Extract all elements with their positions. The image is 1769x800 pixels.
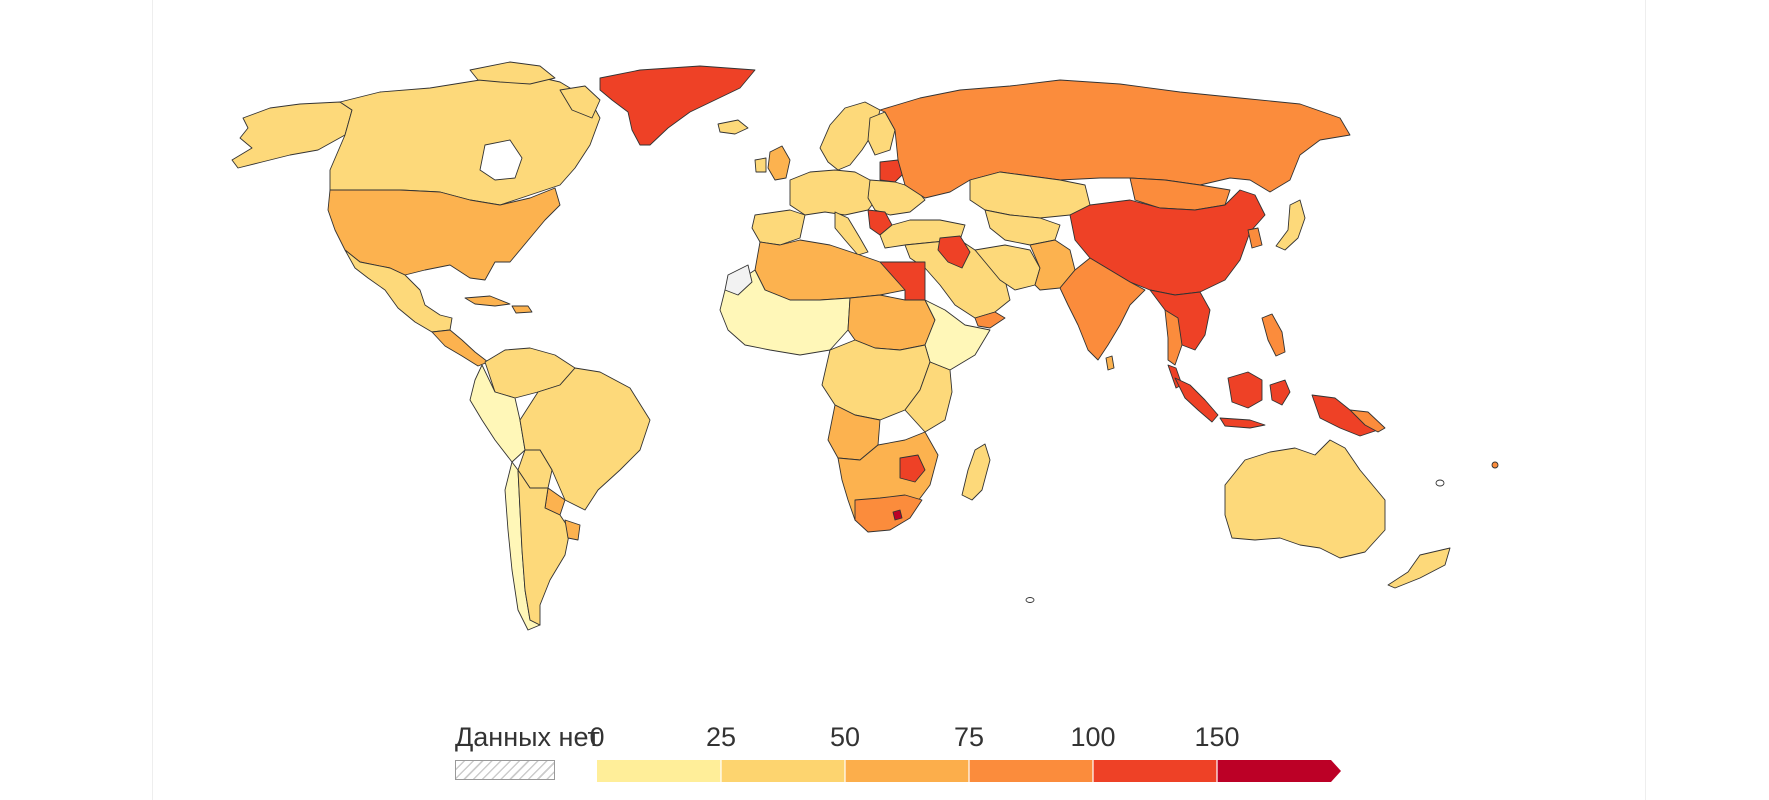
region-ethiopia-horn[interactable] — [924, 299, 991, 371]
greenland-group — [599, 65, 756, 146]
indonesia-oceania — [1174, 371, 1451, 589]
region-sumatra[interactable] — [1174, 377, 1219, 423]
russia-asia — [879, 79, 1351, 389]
region-western-sahara — [724, 264, 753, 296]
region-iberia[interactable] — [751, 209, 806, 246]
region-madagascar[interactable] — [961, 443, 991, 501]
region-thailand[interactable] — [1164, 309, 1183, 366]
legend-tick-0: 0 — [589, 722, 605, 752]
region-borneo[interactable] — [1227, 371, 1263, 409]
small-islands — [1025, 461, 1499, 603]
legend-bin-3 — [969, 760, 1093, 782]
region-mexico[interactable] — [344, 249, 453, 333]
region-italy[interactable] — [834, 211, 869, 256]
legend-bin-0 — [597, 760, 721, 782]
region-sulawesi[interactable] — [1269, 379, 1291, 406]
legend-tick-25: 25 — [705, 722, 737, 752]
region-hudson-bay — [479, 139, 523, 181]
region-arctic-islands[interactable] — [469, 61, 556, 85]
region-south-africa[interactable] — [854, 494, 923, 533]
south-america — [469, 347, 651, 631]
region-lesotho[interactable] — [892, 509, 903, 521]
legend-bin-1 — [721, 760, 845, 782]
region-central-america[interactable] — [431, 329, 489, 367]
region-philippines[interactable] — [1261, 313, 1286, 357]
region-korea[interactable] — [1247, 227, 1263, 249]
region-east-africa[interactable] — [904, 361, 953, 433]
color-scale-legend — [597, 750, 1341, 782]
region-baffin[interactable] — [559, 85, 601, 119]
region-png[interactable] — [1349, 409, 1386, 433]
legend-tick-100: 100 — [1070, 722, 1116, 752]
world-choropleth-map[interactable] — [0, 0, 1769, 640]
region-cuba[interactable] — [464, 295, 511, 307]
region-iceland[interactable] — [717, 119, 749, 135]
region-west-africa[interactable] — [719, 269, 851, 356]
legend-tick-75: 75 — [953, 722, 985, 752]
region-java[interactable] — [1219, 417, 1266, 429]
region-new-zealand[interactable] — [1387, 547, 1451, 589]
legend-tick-150: 150 — [1194, 722, 1240, 752]
region-island-atlantic — [1025, 597, 1035, 603]
region-zimbabwe[interactable] — [899, 454, 926, 483]
region-japan[interactable] — [1275, 199, 1306, 251]
region-island-pacific-1[interactable] — [1491, 461, 1499, 469]
region-belarus[interactable] — [879, 159, 906, 183]
region-sri-lanka[interactable] — [1105, 355, 1115, 371]
region-india[interactable] — [1059, 257, 1146, 361]
region-australia[interactable] — [1224, 439, 1386, 559]
region-uruguay[interactable] — [564, 519, 581, 541]
region-russia[interactable] — [879, 79, 1351, 199]
region-ireland[interactable] — [754, 157, 767, 173]
region-island-pacific-2 — [1435, 479, 1445, 487]
region-alaska[interactable] — [231, 101, 353, 169]
region-hispaniola[interactable] — [511, 305, 533, 314]
north-america — [231, 61, 601, 367]
no-data-swatch — [455, 760, 555, 780]
no-data-label: Данных нет — [455, 722, 600, 752]
africa — [719, 239, 991, 533]
region-canada[interactable] — [329, 73, 601, 206]
legend-tick-50: 50 — [829, 722, 861, 752]
region-sudan[interactable] — [847, 294, 936, 351]
legend-bin-4 — [1093, 760, 1217, 782]
region-western-europe[interactable] — [789, 169, 881, 216]
region-yemen[interactable] — [974, 311, 1006, 329]
legend-bin-5 — [1217, 760, 1341, 782]
region-argentina[interactable] — [517, 469, 571, 626]
legend-bin-2 — [845, 760, 969, 782]
region-uk[interactable] — [767, 145, 791, 181]
region-greenland[interactable] — [599, 65, 756, 146]
region-north-africa[interactable] — [754, 239, 906, 301]
region-iraq-syria[interactable] — [937, 235, 971, 269]
